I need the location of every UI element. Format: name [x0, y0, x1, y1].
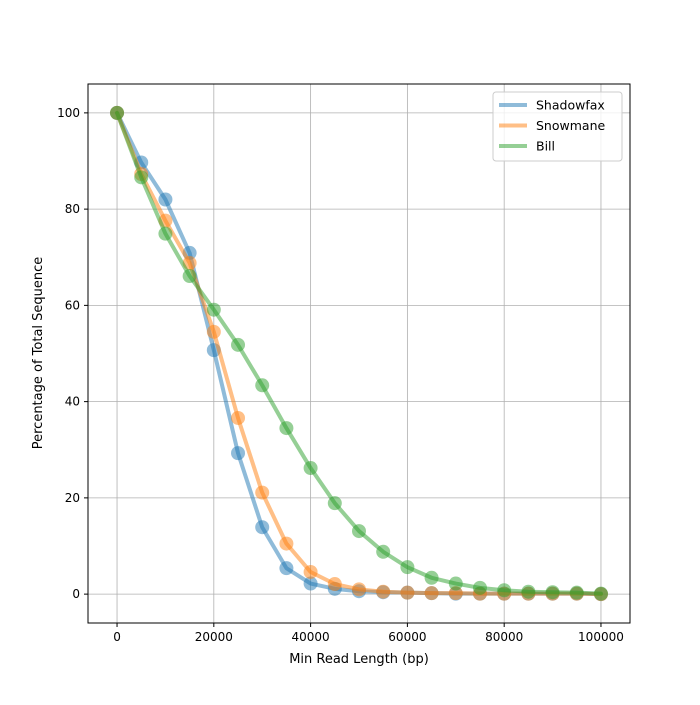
data-point-bill [521, 584, 536, 599]
plot-frame [87, 83, 631, 624]
data-point-bill [110, 105, 125, 120]
legend-box [492, 91, 623, 162]
x-tick-label: 100000 [578, 630, 624, 644]
x-tick-label: 20000 [195, 630, 233, 644]
x-tick-label: 60000 [388, 630, 426, 644]
data-point-bill [472, 580, 487, 595]
data-point-snowmane [327, 577, 342, 592]
data-point-bill [279, 421, 294, 436]
data-point-snowmane [448, 586, 463, 601]
data-point-snowmane [206, 324, 221, 339]
x-tick-label: 0 [113, 630, 121, 644]
y-tick-label: 60 [65, 298, 80, 312]
y-tick-label: 0 [72, 587, 80, 601]
data-point-bill [593, 586, 608, 601]
legend-label: Shadowfax [536, 98, 605, 113]
x-tick-label: 80000 [485, 630, 523, 644]
data-point-bill [327, 496, 342, 511]
y-tick-label: 80 [65, 202, 80, 216]
legend-label: Bill [536, 139, 555, 154]
axes: 0 20000 40000 60000 80000 100000 0 20 40 60 80 100 [57, 106, 624, 644]
data-point-bill [448, 576, 463, 591]
data-point-bill [206, 302, 221, 317]
data-point-bill [231, 337, 246, 352]
data-point-snowmane [400, 585, 415, 600]
data-point-bill [376, 544, 391, 559]
y-axis-label: Percentage of Total Sequence [31, 257, 46, 450]
data-point-snowmane [303, 564, 318, 579]
data-point-bill [303, 461, 318, 476]
data-point-shadowfax [279, 561, 294, 576]
data-point-snowmane [424, 586, 439, 601]
plot-area [110, 105, 608, 602]
data-point-bill [569, 585, 584, 600]
data-point-bill [182, 269, 197, 284]
data-point-bill [158, 226, 173, 241]
data-point-shadowfax [255, 520, 270, 535]
data-point-shadowfax [158, 192, 173, 207]
y-tick-label: 40 [65, 395, 80, 409]
data-point-bill [424, 570, 439, 585]
data-point-shadowfax [303, 576, 318, 591]
legend: Shadowfax Snowmane Bill [492, 91, 623, 162]
data-point-bill [134, 170, 149, 185]
data-point-bill [255, 378, 270, 393]
y-tick-label: 100 [57, 106, 80, 120]
series-bill [110, 105, 608, 601]
data-point-bill [545, 585, 560, 600]
data-point-bill [497, 583, 512, 598]
data-point-snowmane [376, 584, 391, 599]
y-tick-label: 20 [65, 491, 80, 505]
data-point-snowmane [279, 536, 294, 551]
data-point-snowmane [255, 485, 270, 500]
data-point-bill [400, 560, 415, 575]
x-tick-label: 40000 [292, 630, 330, 644]
data-point-snowmane [231, 410, 246, 425]
x-axis-label: Min Read Length (bp) [289, 652, 429, 667]
data-point-snowmane [352, 582, 366, 597]
legend-label: Snowmane [536, 118, 605, 133]
data-point-shadowfax [231, 446, 246, 461]
data-point-bill [352, 524, 366, 539]
